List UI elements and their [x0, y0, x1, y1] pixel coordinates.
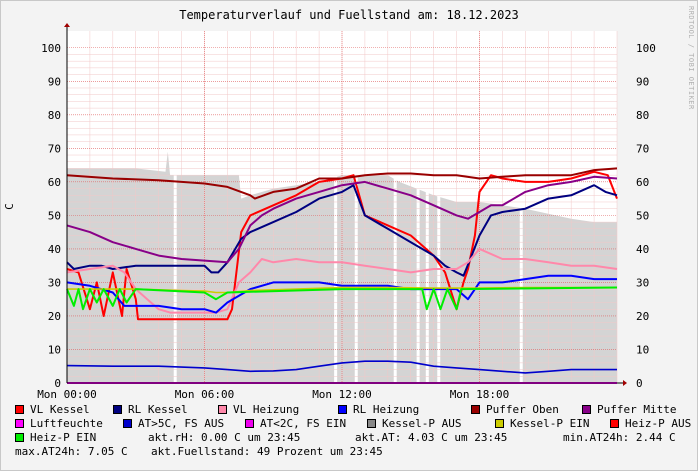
- legend-swatch: [471, 405, 480, 414]
- legend-swatch: [582, 405, 591, 414]
- y-tick-label-right: 0: [636, 377, 643, 390]
- legend-swatch: [338, 405, 347, 414]
- chart-svg: 0 0 10 10 20 20 30 30 40 40 50 50 60 60 70 70 80 80 90 90 10…: [37, 23, 656, 400]
- legend: VL Kessel RL Kessel VL Heizung RL Heizung Pu…: [15, 403, 695, 459]
- legend-item: AT>5C, FS AUS: [123, 417, 224, 430]
- series-line-puffer-oben: [66, 167, 618, 200]
- legend-swatch: [15, 419, 24, 428]
- legend-label: Luftfeuchte: [30, 417, 103, 430]
- legend-swatch: [15, 433, 24, 442]
- legend-swatch: [218, 405, 227, 414]
- legend-swatch: [495, 419, 504, 428]
- y-tick-label-left: 40: [48, 243, 61, 256]
- y-tick-label-right: 40: [636, 243, 649, 256]
- legend-label: RL Heizung: [353, 403, 420, 416]
- y-tick-label-left: 20: [48, 310, 61, 323]
- legend-row: Luftfeuchte AT>5C, FS AUS AT<2C, FS EIN Kes…: [15, 417, 695, 431]
- x-tick-label: Mon 06:00: [175, 388, 235, 400]
- y-tick-label-right: 70: [636, 142, 649, 155]
- y-tick-label-right: 90: [636, 75, 649, 88]
- legend-item: Puffer Mitte: [582, 403, 676, 416]
- y-tick-label-right: 20: [636, 310, 649, 323]
- stat-max-at: max.AT24h: 7.05 C: [15, 445, 128, 458]
- x-tick-label: Mon 00:00: [37, 388, 97, 400]
- legend-item: AT<2C, FS EIN: [245, 417, 346, 430]
- legend-item: Heiz-P EIN: [15, 431, 96, 444]
- y-tick-label-right: 50: [636, 209, 649, 222]
- tick-labels: 0 0 10 10 20 20 30 30 40 40 50 50 60 60 70 70 80 80 90 90 10…: [37, 42, 656, 400]
- y-tick-label-left: 60: [48, 176, 61, 189]
- y-tick-label-right: 80: [636, 109, 649, 122]
- series-line-at-5c-fs-aus: [66, 360, 617, 374]
- stat-at: akt.AT: 4.03 C um 23:45: [355, 431, 508, 444]
- legend-label: Kessel-P EIN: [510, 417, 590, 430]
- legend-label: VL Heizung: [233, 403, 300, 416]
- axes: [64, 23, 627, 386]
- fuellstand-gap: [354, 31, 358, 383]
- series-line-heiz-p-ein: [66, 286, 618, 311]
- legend-item: Luftfeuchte: [15, 417, 103, 430]
- stat-min-at: min.AT24h: 2.44 C: [563, 431, 676, 444]
- legend-label: Kessel-P AUS: [382, 417, 462, 430]
- legend-label: RL Kessel: [128, 403, 188, 416]
- legend-label: Puffer Mitte: [597, 403, 677, 416]
- legend-swatch: [15, 405, 24, 414]
- legend-label: AT<2C, FS EIN: [260, 417, 347, 430]
- legend-label: VL Kessel: [30, 403, 90, 416]
- legend-row: VL Kessel RL Kessel VL Heizung RL Heizung Pu…: [15, 403, 695, 417]
- legend-item: Kessel-P AUS: [367, 417, 461, 430]
- y-tick-label-left: 90: [48, 75, 61, 88]
- legend-label: Heiz-P EIN: [30, 431, 97, 444]
- stat-fuellstand: akt.Fuellstand: 49 Prozent um 23:45: [151, 445, 383, 458]
- legend-item: Kessel-P EIN: [495, 417, 589, 430]
- y-tick-label-left: 0: [54, 377, 61, 390]
- y-tick-label-left: 70: [48, 142, 61, 155]
- y-tick-label-left: 50: [48, 209, 61, 222]
- legend-item: RL Heizung: [338, 403, 419, 416]
- y-tick-label-left: 10: [48, 343, 61, 356]
- legend-row: Heiz-P EIN akt.rH: 0.00 C um 23:45 akt.AT:…: [15, 431, 695, 445]
- y-tick-label-left: 30: [48, 276, 61, 289]
- legend-item: Heiz-P AUS: [610, 417, 691, 430]
- legend-item: Puffer Oben: [471, 403, 559, 416]
- x-tick-label: Mon 12:00: [312, 388, 372, 400]
- series-line-rl-kessel: [66, 184, 618, 277]
- fuellstand-gap: [519, 31, 523, 383]
- stat-rh: akt.rH: 0.00 C um 23:45: [148, 431, 301, 444]
- legend-swatch: [367, 419, 376, 428]
- legend-label: Puffer Oben: [486, 403, 559, 416]
- legend-swatch: [113, 405, 122, 414]
- x-tick-label: Mon 18:00: [450, 388, 510, 400]
- y-tick-label-right: 100: [636, 42, 656, 55]
- legend-label: AT>5C, FS AUS: [138, 417, 225, 430]
- legend-swatch: [610, 419, 619, 428]
- side-credit: RRDTOOL / TOBI OETIKER: [687, 6, 695, 110]
- legend-swatch: [123, 419, 132, 428]
- legend-swatch: [245, 419, 254, 428]
- legend-label: Heiz-P AUS: [625, 417, 692, 430]
- fuellstand-gap: [173, 31, 177, 383]
- fuellstand-gap: [334, 31, 338, 383]
- chart-title: Temperaturverlauf und Fuellstand am: 18.…: [179, 8, 519, 22]
- fuellstand-gap: [416, 31, 420, 383]
- fuellstand-gap: [425, 31, 429, 383]
- series-line-vl-heizung: [66, 247, 618, 314]
- fuellstand-gap: [393, 31, 397, 383]
- x-axis-arrow: [623, 380, 627, 386]
- y-axis-arrow: [64, 23, 70, 27]
- legend-item: VL Kessel: [15, 403, 90, 416]
- y-tick-label-right: 30: [636, 276, 649, 289]
- y-tick-label-right: 60: [636, 176, 649, 189]
- legend-item: RL Kessel: [113, 403, 188, 416]
- series-line-rl-heizung: [66, 274, 617, 314]
- y-tick-label-right: 10: [636, 343, 649, 356]
- series-line-puffer-mitte: [66, 175, 618, 264]
- legend-item: VL Heizung: [218, 403, 299, 416]
- grid: [66, 31, 618, 384]
- y-tick-label-left: 80: [48, 109, 61, 122]
- legend-row: max.AT24h: 7.05 C akt.Fuellstand: 49 Proz…: [15, 445, 695, 459]
- y-tick-label-left: 100: [41, 42, 61, 55]
